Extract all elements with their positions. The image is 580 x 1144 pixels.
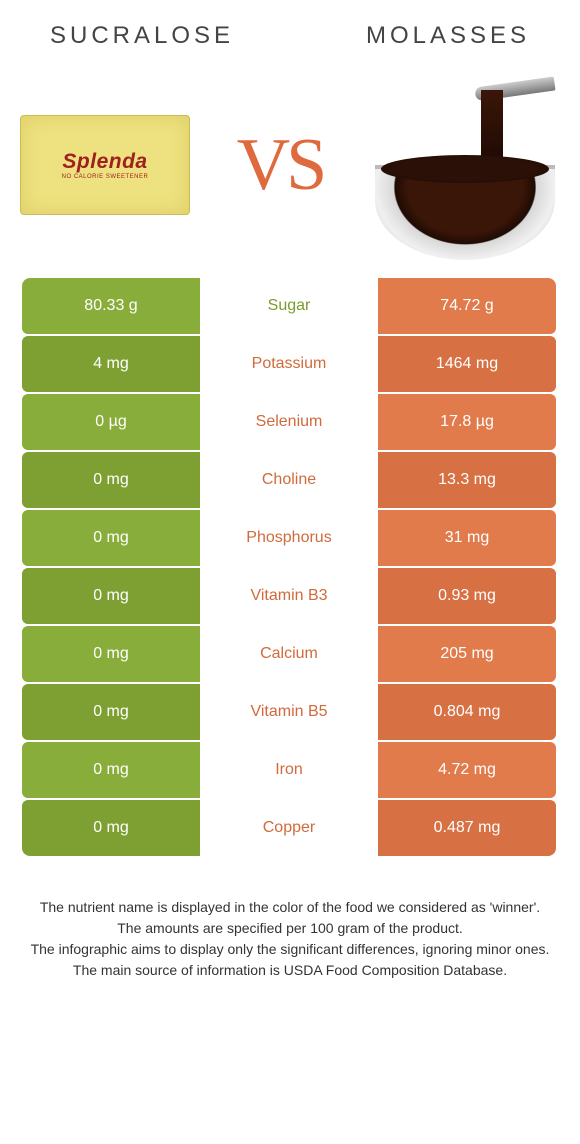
table-row: 0 mgIron4.72 mg <box>22 742 558 800</box>
value-left: 0 mg <box>22 684 200 740</box>
footnote-line: The main source of information is USDA F… <box>28 961 552 980</box>
footnote-line: The nutrient name is displayed in the co… <box>28 898 552 917</box>
bowl-icon <box>375 165 555 260</box>
value-left: 4 mg <box>22 336 200 392</box>
comparison-table: 80.33 gSugar74.72 g4 mgPotassium1464 mg0… <box>0 278 580 858</box>
title-right: molasses <box>366 22 530 50</box>
value-right: 0.804 mg <box>378 684 556 740</box>
value-left: 80.33 g <box>22 278 200 334</box>
nutrient-label: Iron <box>200 742 378 798</box>
value-right: 1464 mg <box>378 336 556 392</box>
nutrient-label: Vitamin B5 <box>200 684 378 740</box>
nutrient-label: Calcium <box>200 626 378 682</box>
table-row: 0 mgVitamin B50.804 mg <box>22 684 558 742</box>
hero-row: Splenda NO CALORIE SWEETENER VS <box>0 50 580 270</box>
footnote-line: The infographic aims to display only the… <box>28 940 552 959</box>
value-right: 74.72 g <box>378 278 556 334</box>
table-row: 0 mgVitamin B30.93 mg <box>22 568 558 626</box>
value-right: 13.3 mg <box>378 452 556 508</box>
table-row: 80.33 gSugar74.72 g <box>22 278 558 336</box>
table-row: 0 mgPhosphorus31 mg <box>22 510 558 568</box>
value-left: 0 mg <box>22 452 200 508</box>
value-right: 205 mg <box>378 626 556 682</box>
nutrient-label: Phosphorus <box>200 510 378 566</box>
value-left: 0 mg <box>22 800 200 856</box>
value-right: 4.72 mg <box>378 742 556 798</box>
nutrient-label: Vitamin B3 <box>200 568 378 624</box>
vs-label: VS <box>237 123 324 208</box>
nutrient-label: Potassium <box>200 336 378 392</box>
nutrient-label: Copper <box>200 800 378 856</box>
header: sucralose molasses <box>0 0 580 50</box>
nutrient-label: Choline <box>200 452 378 508</box>
footnote-line: The amounts are specified per 100 gram o… <box>28 919 552 938</box>
value-left: 0 mg <box>22 742 200 798</box>
value-left: 0 mg <box>22 626 200 682</box>
value-left: 0 µg <box>22 394 200 450</box>
nutrient-label: Sugar <box>200 278 378 334</box>
nutrient-label: Selenium <box>200 394 378 450</box>
table-row: 0 µgSelenium17.8 µg <box>22 394 558 452</box>
title-left: sucralose <box>50 22 234 50</box>
value-right: 0.487 mg <box>378 800 556 856</box>
table-row: 4 mgPotassium1464 mg <box>22 336 558 394</box>
table-row: 0 mgCholine13.3 mg <box>22 452 558 510</box>
packet-brand: Splenda <box>62 150 147 174</box>
footnotes: The nutrient name is displayed in the co… <box>0 858 580 980</box>
value-right: 17.8 µg <box>378 394 556 450</box>
value-left: 0 mg <box>22 568 200 624</box>
value-left: 0 mg <box>22 510 200 566</box>
sucralose-image: Splenda NO CALORIE SWEETENER <box>20 115 190 215</box>
value-right: 0.93 mg <box>378 568 556 624</box>
table-row: 0 mgCopper0.487 mg <box>22 800 558 858</box>
value-right: 31 mg <box>378 510 556 566</box>
table-row: 0 mgCalcium205 mg <box>22 626 558 684</box>
packet-subtext: NO CALORIE SWEETENER <box>62 174 149 180</box>
molasses-image <box>370 70 560 260</box>
